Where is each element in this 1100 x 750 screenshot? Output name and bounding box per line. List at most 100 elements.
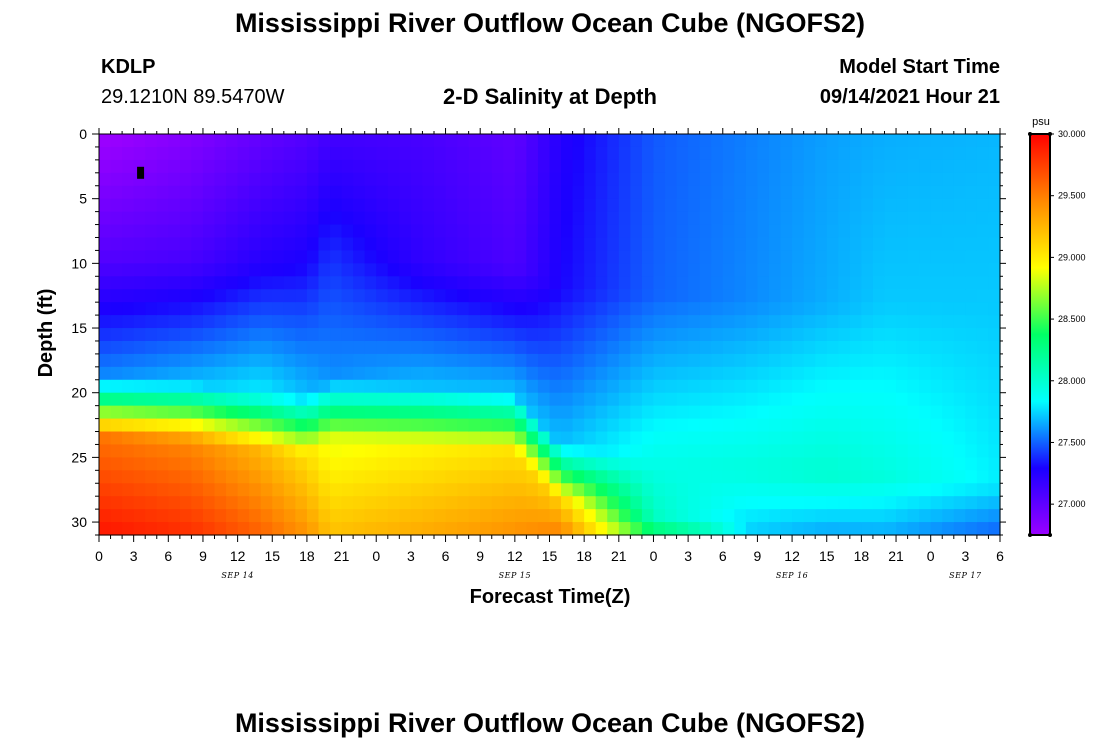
heatmap-cell — [503, 302, 516, 316]
heatmap-cell — [283, 224, 296, 239]
heatmap-cell — [896, 509, 909, 523]
heatmap-cell — [849, 250, 862, 264]
heatmap-cell — [353, 483, 366, 497]
heatmap-cell — [688, 328, 701, 342]
heatmap-cell — [537, 509, 551, 523]
heatmap-cell — [110, 340, 123, 355]
heatmap-cell — [272, 198, 285, 213]
heatmap-cell — [942, 457, 955, 471]
heatmap-cell — [514, 509, 527, 523]
heatmap-cell — [376, 250, 389, 264]
heatmap-cell — [514, 470, 527, 484]
heatmap-cell — [491, 340, 504, 355]
heatmap-cell — [237, 211, 250, 226]
heatmap-cell — [607, 315, 620, 329]
heatmap-cell — [745, 405, 759, 420]
heatmap-cell — [676, 185, 689, 200]
heatmap-cell — [422, 340, 435, 355]
heatmap-cell — [480, 457, 493, 471]
heatmap-cell — [872, 198, 886, 213]
heatmap-cell — [768, 366, 782, 381]
heatmap-cell — [676, 418, 689, 433]
heatmap-cell — [318, 431, 331, 446]
heatmap-cell — [433, 444, 447, 458]
heatmap-cell — [480, 431, 493, 446]
heatmap-cell — [896, 185, 909, 200]
heatmap-cell — [988, 315, 1001, 329]
heatmap-cell — [191, 405, 204, 420]
heatmap-cell — [884, 340, 897, 355]
heatmap-cell — [249, 263, 262, 277]
heatmap-cell — [133, 366, 146, 381]
heatmap-cell — [872, 496, 886, 510]
heatmap-cell — [306, 211, 320, 226]
heatmap-cell — [641, 250, 655, 264]
colorbar-tick-label: 27.500 — [1058, 437, 1086, 447]
heatmap-cell — [630, 315, 643, 329]
heatmap-cell — [641, 483, 655, 497]
heatmap-cell — [780, 431, 793, 446]
heatmap-cell — [514, 457, 527, 471]
heatmap-cell — [283, 392, 296, 407]
heatmap-cell — [491, 134, 504, 148]
heatmap-cell — [457, 302, 470, 316]
heatmap-cell — [722, 392, 735, 407]
heatmap-cell — [976, 146, 990, 161]
heatmap-cell — [861, 457, 874, 471]
heatmap-cell — [353, 289, 366, 303]
heatmap-cell — [630, 483, 643, 497]
heatmap-cell — [503, 405, 516, 420]
heatmap-cell — [260, 353, 273, 368]
heatmap-cell — [861, 172, 874, 187]
heatmap-cell — [641, 276, 655, 290]
heatmap-cell — [156, 250, 169, 264]
heatmap-cell — [907, 250, 920, 264]
heatmap-cell — [572, 159, 585, 174]
heatmap-cell — [191, 289, 204, 303]
heatmap-cell — [422, 289, 435, 303]
heatmap-cell — [919, 224, 932, 239]
heatmap-cell — [387, 302, 400, 316]
heatmap-cell — [849, 405, 862, 420]
heatmap-cell — [849, 159, 862, 174]
heatmap-cell — [872, 211, 886, 226]
heatmap-cell — [179, 185, 193, 200]
heatmap-cell — [722, 405, 735, 420]
salinity-heatmap — [99, 134, 1001, 536]
heatmap-cell — [607, 483, 620, 497]
heatmap-cell — [872, 392, 886, 407]
heatmap-cell — [399, 224, 412, 239]
heatmap-cell — [364, 483, 377, 497]
heatmap-cell — [907, 457, 920, 471]
heatmap-cell — [283, 315, 296, 329]
heatmap-cell — [919, 289, 932, 303]
heatmap-cell — [168, 328, 181, 342]
heatmap-cell — [526, 522, 539, 536]
heatmap-cell — [641, 379, 655, 394]
heatmap-cell — [861, 444, 874, 458]
heatmap-cell — [780, 379, 793, 394]
heatmap-cell — [549, 470, 562, 484]
heatmap-cell — [514, 328, 527, 342]
heatmap-cell — [537, 224, 551, 239]
heatmap-cell — [861, 392, 874, 407]
heatmap-cell — [99, 172, 112, 187]
heatmap-cell — [537, 496, 551, 510]
heatmap-cell — [607, 431, 620, 446]
heatmap-cell — [468, 250, 481, 264]
heatmap-cell — [237, 431, 250, 446]
heatmap-cell — [953, 522, 966, 536]
heatmap-cell — [699, 172, 712, 187]
heatmap-cell — [341, 392, 354, 407]
heatmap-cell — [133, 418, 146, 433]
heatmap-cell — [514, 237, 527, 252]
heatmap-cell — [561, 509, 574, 523]
heatmap-cell — [168, 237, 181, 252]
heatmap-cell — [249, 211, 262, 226]
heatmap-cell — [572, 340, 585, 355]
heatmap-cell — [410, 379, 424, 394]
y-tick-label: 30 — [71, 514, 87, 530]
heatmap-cell — [711, 250, 724, 264]
heatmap-cell — [653, 237, 666, 252]
heatmap-cell — [260, 289, 273, 303]
